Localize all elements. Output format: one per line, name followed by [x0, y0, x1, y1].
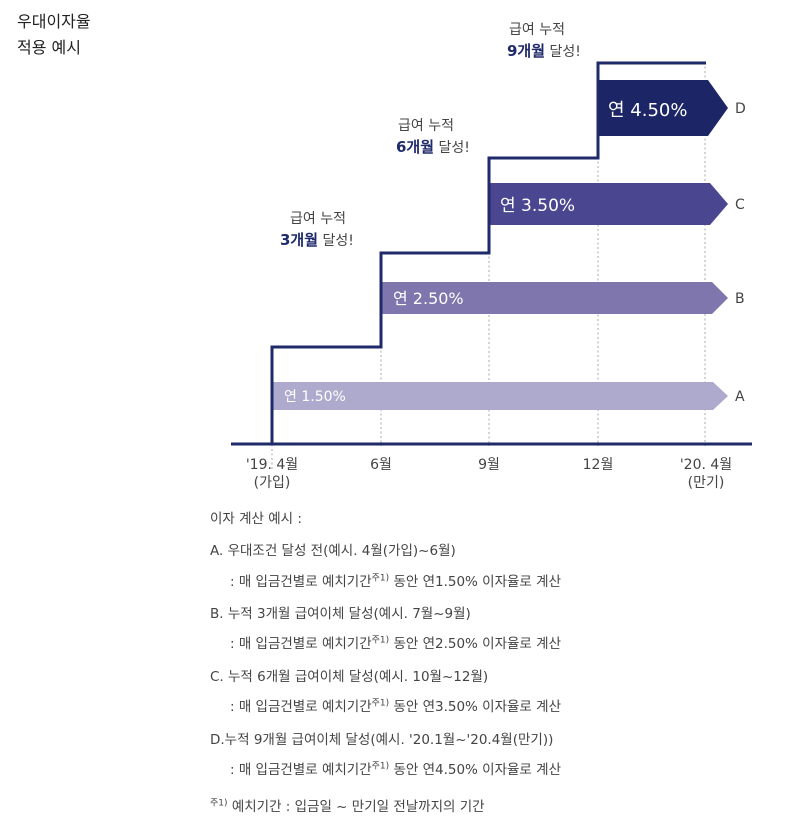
milestone-2-suffix: 달성!	[434, 140, 470, 156]
arrow-c-rate: 연 3.50%	[500, 196, 575, 216]
arrow-a-letter: A	[735, 389, 745, 405]
footnote-sup: 주1)	[210, 798, 228, 809]
milestone-3-line2: 9개월 달성!	[507, 42, 581, 60]
note-c-sup: 주1)	[371, 698, 390, 709]
x-tick-1-line2: (가입)	[254, 475, 291, 491]
note-item-d-detail: : 매 입금건별로 예치기간주1) 동안 연4.50% 이자율로 계산	[230, 758, 561, 779]
arrow-a-rate: 연 1.50%	[284, 389, 346, 405]
arrow-b-rate: 연 2.50%	[393, 289, 464, 308]
note-d-detail-post: 동안 연4.50% 이자율로 계산	[389, 762, 561, 778]
note-item-c-detail: : 매 입금건별로 예치기간주1) 동안 연3.50% 이자율로 계산	[230, 695, 561, 716]
diagram-title: 우대이자율 적용 예시	[17, 9, 91, 61]
notes-header: 이자 계산 예시 :	[210, 511, 302, 527]
milestone-2-line2: 6개월 달성!	[396, 138, 470, 156]
arrow-d-rate: 연 4.50%	[608, 100, 687, 121]
note-item-a-title: A. 우대조건 달성 전(예시. 4월(가입)~6월)	[210, 543, 456, 559]
title-line-1: 우대이자율	[17, 12, 91, 31]
note-b-detail-pre: : 매 입금건별로 예치기간	[230, 636, 372, 652]
rate-arrow-b: 연 2.50% B	[381, 282, 745, 314]
milestone-3-line1: 급여 누적	[509, 22, 565, 38]
note-c-detail-pre: : 매 입금건별로 예치기간	[230, 699, 372, 715]
x-tick-4-line1: 12월	[583, 457, 614, 473]
milestone-9-months: 급여 누적 9개월 달성!	[507, 22, 581, 60]
arrow-c-shape	[489, 183, 728, 225]
x-tick-5-line2: (만기)	[688, 475, 725, 491]
note-d-detail-pre: : 매 입금건별로 예치기간	[230, 762, 372, 778]
x-tick-5-line1: '20. 4월	[680, 457, 732, 473]
arrow-b-letter: B	[735, 291, 745, 307]
note-item-b-detail: : 매 입금건별로 예치기간주1) 동안 연2.50% 이자율로 계산	[230, 632, 561, 653]
milestone-3-months: 급여 누적 3개월 달성!	[280, 211, 354, 249]
milestone-2-line1: 급여 누적	[398, 118, 454, 134]
note-d-sup: 주1)	[371, 761, 390, 772]
title-line-2: 적용 예시	[17, 38, 81, 57]
arrow-c-letter: C	[735, 197, 745, 213]
rate-arrow-a: 연 1.50% A	[272, 382, 745, 410]
note-item-b-title: B. 누적 3개월 급여이체 달성(예시. 7월~9월)	[210, 606, 471, 622]
milestone-1-line1: 급여 누적	[290, 211, 346, 227]
milestone-1-months: 3개월	[280, 231, 318, 249]
milestone-3-months: 9개월	[507, 42, 545, 60]
note-a-detail-pre: : 매 입금건별로 예치기간	[230, 574, 372, 590]
footnote: 주1) 예치기간 : 입금일 ~ 만기일 전날까지의 기간	[210, 795, 485, 816]
rate-arrow-d: 연 4.50% D	[598, 80, 746, 136]
milestone-3-suffix: 달성!	[545, 44, 581, 60]
footnote-text: 예치기간 : 입금일 ~ 만기일 전날까지의 기간	[227, 799, 485, 815]
x-tick-3-line1: 9월	[478, 457, 500, 473]
note-b-sup: 주1)	[371, 635, 390, 646]
step-rate-diagram: 연 1.50% A 연 2.50% B 연 3.50% C 연 4.50% D …	[231, 22, 752, 491]
x-tick-2-line1: 6월	[370, 457, 392, 473]
milestone-2-months: 6개월	[396, 138, 434, 156]
arrow-d-letter: D	[735, 101, 746, 117]
note-b-detail-post: 동안 연2.50% 이자율로 계산	[389, 636, 561, 652]
arrow-a-shape	[272, 382, 728, 410]
x-tick-1-line1: '19. 4월	[246, 457, 298, 473]
x-tick-labels: '19. 4월 (가입) 6월 9월 12월 '20. 4월 (만기)	[246, 457, 732, 491]
note-c-detail-post: 동안 연3.50% 이자율로 계산	[389, 699, 561, 715]
milestone-1-suffix: 달성!	[318, 233, 354, 249]
milestone-1-line2: 3개월 달성!	[280, 231, 354, 249]
note-item-a-detail: : 매 입금건별로 예치기간주1) 동안 연1.50% 이자율로 계산	[230, 570, 561, 591]
arrow-b-shape	[381, 282, 728, 314]
note-a-detail-post: 동안 연1.50% 이자율로 계산	[389, 574, 561, 590]
rate-arrow-c: 연 3.50% C	[489, 183, 745, 225]
note-item-c-title: C. 누적 6개월 급여이체 달성(예시. 10월~12월)	[210, 669, 489, 685]
step-line	[270, 61, 706, 443]
note-a-sup: 주1)	[371, 573, 390, 584]
note-item-d-title: D.누적 9개월 급여이체 달성(예시. '20.1월~'20.4월(만기))	[210, 732, 554, 748]
arrow-d-shape	[598, 80, 728, 136]
milestone-6-months: 급여 누적 6개월 달성!	[396, 118, 470, 156]
